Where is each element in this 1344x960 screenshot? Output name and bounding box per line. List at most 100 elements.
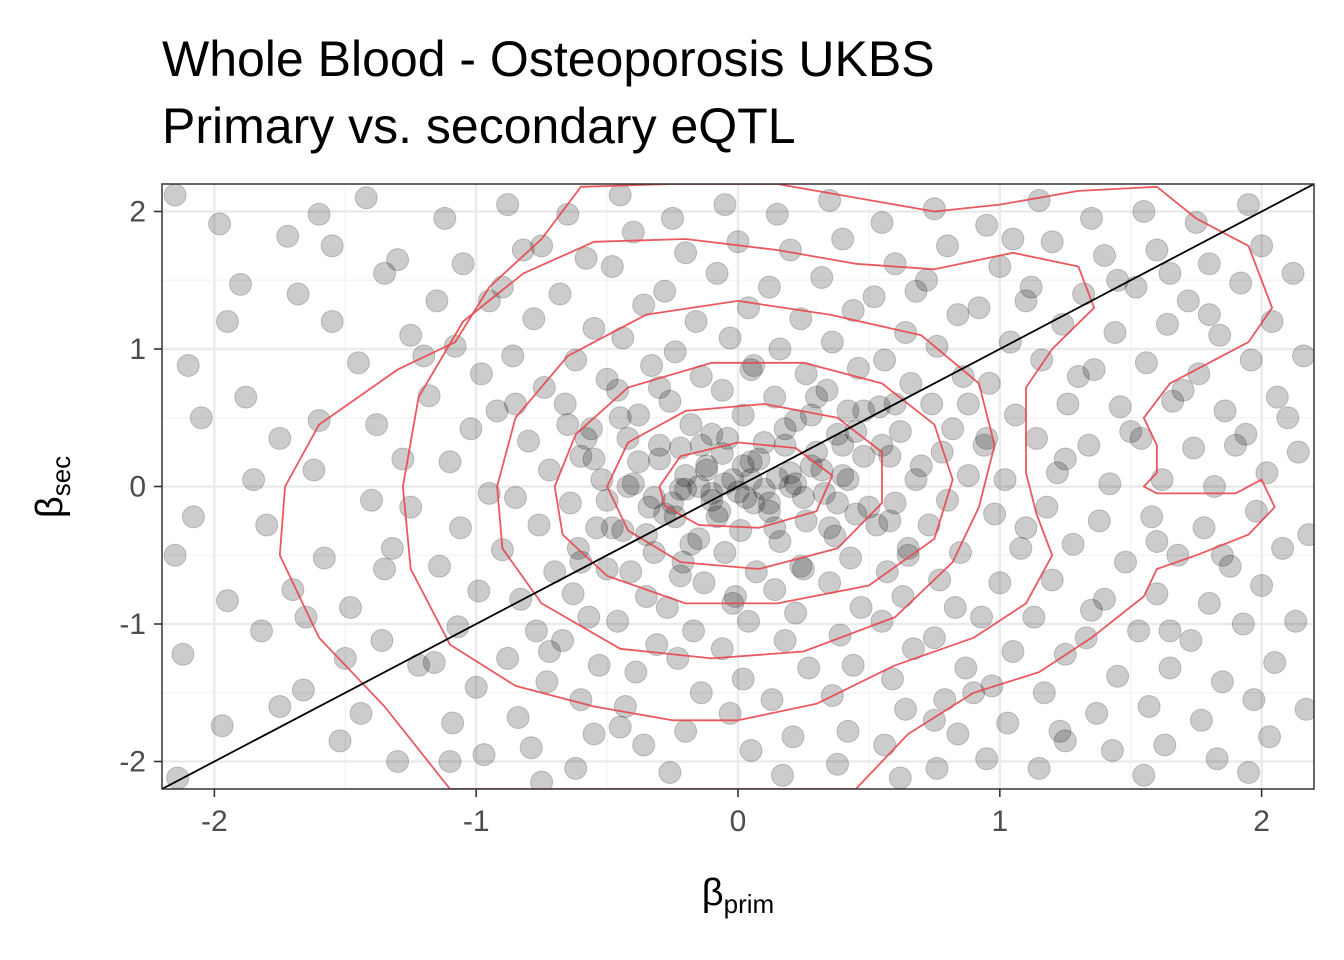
data-point: [608, 715, 632, 739]
data-point: [713, 472, 737, 496]
data-point: [535, 670, 559, 694]
data-point: [1080, 206, 1103, 230]
data-point: [600, 255, 624, 278]
data-point: [836, 719, 860, 743]
data-point: [496, 646, 520, 670]
data-point: [286, 282, 310, 306]
y-tick-label: 1: [129, 333, 146, 366]
data-point: [616, 426, 640, 450]
data-point: [687, 527, 711, 551]
data-point: [737, 609, 760, 633]
data-point: [682, 619, 705, 643]
data-point: [1145, 238, 1169, 262]
data-point: [1009, 536, 1033, 560]
data-point: [1158, 619, 1182, 643]
data-point: [1032, 681, 1056, 705]
data-point: [619, 560, 643, 584]
data-point: [710, 378, 734, 402]
data-point: [428, 554, 451, 578]
data-point: [181, 505, 205, 529]
data-point: [658, 761, 682, 784]
data-point: [574, 246, 598, 270]
x-axis-title: βprim: [702, 872, 774, 919]
x-axis-symbol: β: [702, 872, 724, 914]
data-point: [627, 450, 650, 474]
data-point: [268, 695, 292, 718]
data-point: [708, 499, 732, 523]
data-point: [1025, 426, 1048, 450]
data-point: [815, 378, 839, 402]
data-point: [1218, 554, 1242, 578]
data-point: [467, 579, 491, 603]
data-point: [1140, 505, 1164, 529]
data-point: [998, 330, 1022, 354]
data-point: [1205, 747, 1229, 771]
data-point: [723, 585, 747, 608]
data-point: [1197, 591, 1221, 615]
data-point: [504, 392, 527, 416]
data-point: [564, 756, 588, 780]
data-point: [532, 376, 556, 399]
data-point: [1161, 389, 1185, 413]
data-point: [1210, 670, 1234, 694]
data-point: [587, 653, 611, 677]
data-point: [1276, 406, 1300, 430]
reference-line-group: [162, 184, 1314, 789]
data-point: [1263, 651, 1287, 674]
data-point: [582, 722, 606, 746]
data-point: [642, 486, 666, 509]
data-point: [922, 626, 946, 650]
data-point: [1203, 475, 1226, 498]
data-point: [771, 763, 794, 787]
data-point: [386, 750, 410, 773]
data-point: [1208, 323, 1232, 347]
data-point: [551, 629, 575, 652]
data-point: [449, 516, 472, 540]
data-point: [1106, 268, 1130, 292]
data-point: [954, 656, 978, 680]
data-point: [1265, 385, 1289, 409]
data-point: [687, 475, 711, 498]
data-point: [674, 719, 698, 743]
data-point: [757, 275, 781, 299]
data-point: [1106, 664, 1130, 688]
data-point: [936, 234, 959, 258]
data-point: [849, 596, 873, 619]
data-point: [1082, 358, 1106, 382]
data-point: [839, 546, 863, 570]
data-point: [1132, 200, 1156, 223]
data-point: [705, 505, 729, 529]
data-point: [530, 770, 554, 789]
data-point: [373, 261, 396, 285]
data-point: [349, 701, 373, 725]
data-point: [640, 354, 664, 377]
data-point: [1237, 761, 1260, 784]
data-point: [312, 546, 336, 570]
data-point: [485, 399, 509, 423]
data-point: [700, 422, 724, 446]
data-point: [778, 475, 802, 498]
data-point: [946, 722, 970, 746]
data-point: [739, 739, 763, 762]
data-point: [1197, 303, 1221, 327]
data-point: [731, 403, 755, 427]
data-point: [1014, 289, 1038, 313]
data-point: [789, 554, 813, 578]
y-axis-ticks: -2 -1 0 1 2: [119, 196, 162, 779]
data-point: [1286, 440, 1310, 464]
density-contour-4: [553, 361, 954, 605]
data-point: [1189, 708, 1213, 732]
data-point: [1127, 619, 1151, 643]
data-point: [1281, 261, 1305, 285]
data-point: [370, 629, 394, 652]
data-point: [996, 711, 1020, 735]
data-point: [925, 756, 949, 780]
data-point: [1074, 626, 1098, 650]
data-point: [1048, 719, 1072, 743]
data-point: [1108, 395, 1132, 419]
data-point: [878, 509, 902, 533]
data-point: [624, 660, 648, 684]
data-point: [679, 413, 703, 437]
density-contour-2: [402, 238, 1095, 722]
data-point: [826, 491, 849, 515]
